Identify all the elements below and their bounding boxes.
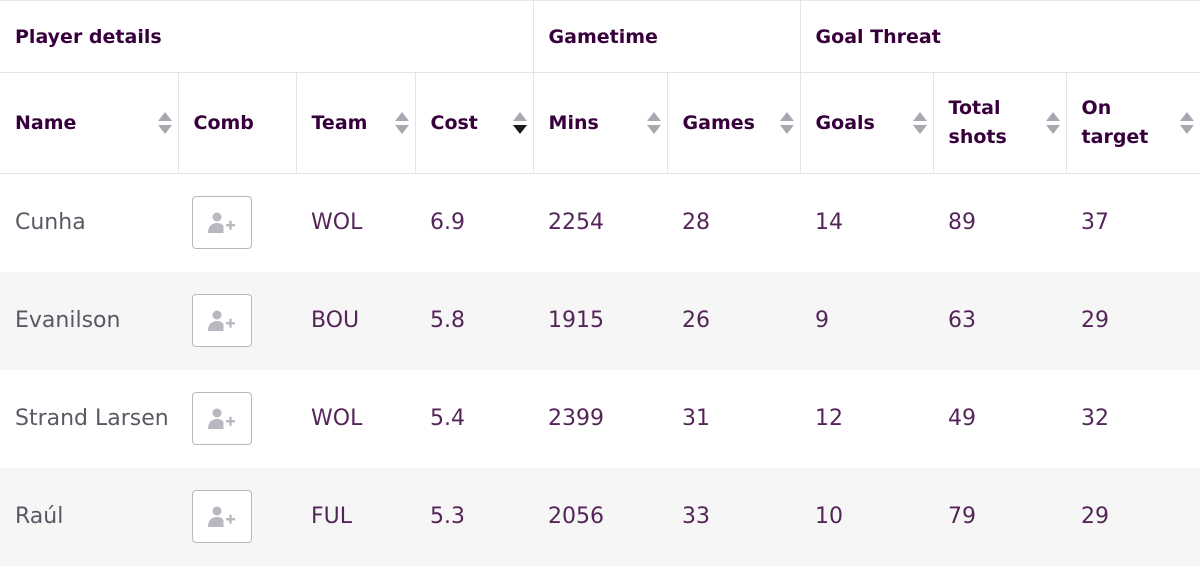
sort-icon[interactable]	[394, 111, 409, 135]
comb-cell	[178, 370, 296, 468]
header-mins[interactable]: Mins	[532, 72, 668, 174]
add-player-button[interactable]	[192, 392, 252, 445]
comb-cell	[178, 468, 296, 566]
header-comb: Comb	[177, 72, 297, 174]
sort-descending-icon[interactable]	[512, 111, 527, 135]
mins-cell: 2399	[548, 406, 605, 431]
on-target-cell: 32	[1081, 406, 1110, 431]
sort-icon[interactable]	[157, 111, 172, 135]
on-target-cell: 29	[1081, 504, 1110, 529]
goals-cell: 10	[815, 504, 844, 529]
team-cell: WOL	[311, 210, 363, 236]
goals-cell: 9	[815, 308, 830, 333]
header-games[interactable]: Games	[666, 72, 801, 174]
header-name[interactable]: Name	[0, 72, 179, 174]
table-row[interactable]: Raúl FUL 5.3 2056 33 10 79 29	[0, 467, 1200, 566]
total-shots-cell: 89	[948, 210, 977, 236]
player-name: Cunha	[15, 210, 86, 236]
header-cost[interactable]: Cost	[414, 72, 534, 174]
on-target-cell: 37	[1081, 210, 1110, 236]
cost-cell: 5.3	[430, 504, 465, 529]
games-cell: 31	[682, 406, 711, 431]
table-row[interactable]: Strand Larsen WOL 5.4 2399 31 12 49 32	[0, 370, 1200, 468]
add-player-button[interactable]	[192, 196, 252, 250]
add-player-icon	[208, 506, 235, 527]
total-shots-cell: 49	[948, 406, 977, 431]
team-cell: FUL	[311, 504, 353, 529]
mins-cell: 2254	[548, 210, 605, 236]
column-header-row: Name Comb Team Cost Mins Games Goals Tot…	[0, 72, 1200, 174]
mins-cell: 1915	[548, 308, 605, 333]
games-cell: 28	[682, 210, 711, 236]
total-shots-cell: 79	[948, 504, 977, 529]
add-player-icon	[208, 408, 235, 429]
player-name: Raúl	[15, 504, 64, 529]
group-gametime: Gametime	[532, 0, 801, 73]
add-player-button[interactable]	[192, 490, 252, 543]
player-name: Strand Larsen	[15, 406, 169, 431]
add-player-button[interactable]	[192, 294, 252, 347]
table-row[interactable]: Cunha WOL 6.9 2254 28 14 89 37	[0, 174, 1200, 272]
group-player-details: Player details	[0, 0, 534, 73]
team-cell: BOU	[311, 308, 360, 333]
comb-cell	[178, 272, 296, 370]
games-cell: 33	[682, 504, 711, 529]
total-shots-cell: 63	[948, 308, 977, 333]
header-goals[interactable]: Goals	[799, 72, 934, 174]
header-on-target[interactable]: On target	[1065, 72, 1200, 174]
header-total-shots[interactable]: Total shots	[932, 72, 1067, 174]
add-player-icon	[208, 212, 235, 233]
group-goal-threat: Goal Threat	[799, 0, 1200, 73]
cost-cell: 5.4	[430, 406, 465, 431]
goals-cell: 12	[815, 406, 844, 431]
player-name: Evanilson	[15, 308, 121, 333]
add-player-icon	[208, 310, 235, 331]
sort-icon[interactable]	[1045, 111, 1060, 135]
sort-icon[interactable]	[646, 111, 661, 135]
table-row[interactable]: Evanilson BOU 5.8 1915 26 9 63 29	[0, 271, 1200, 370]
sort-icon[interactable]	[912, 111, 927, 135]
on-target-cell: 29	[1081, 308, 1110, 333]
goals-cell: 14	[815, 210, 844, 236]
header-team[interactable]: Team	[295, 72, 416, 174]
mins-cell: 2056	[548, 504, 605, 529]
team-cell: WOL	[311, 406, 363, 431]
column-group-row: Player details Gametime Goal Threat	[0, 0, 1200, 73]
games-cell: 26	[682, 308, 711, 333]
cost-cell: 5.8	[430, 308, 465, 333]
cost-cell: 6.9	[430, 210, 465, 236]
comb-cell	[178, 174, 296, 272]
sort-icon[interactable]	[779, 111, 794, 135]
sort-icon[interactable]	[1180, 111, 1195, 135]
